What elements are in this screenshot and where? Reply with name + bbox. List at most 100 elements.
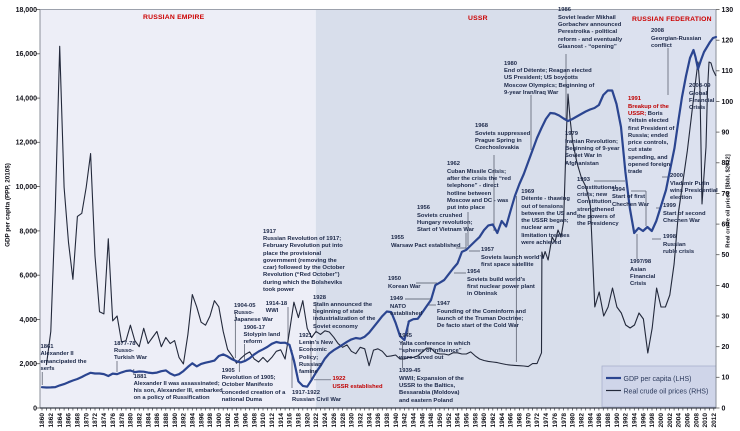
svg-text:120: 120 xyxy=(722,38,734,45)
svg-text:1988: 1988 xyxy=(605,413,612,428)
svg-text:Real crude oil prices [$bbl, $: Real crude oil prices [$bbl, $2012] xyxy=(726,154,732,248)
svg-text:1864: 1864 xyxy=(57,413,64,428)
svg-text:0: 0 xyxy=(722,405,726,412)
svg-text:1940: 1940 xyxy=(393,413,400,428)
svg-text:1980: 1980 xyxy=(570,413,577,428)
svg-text:80: 80 xyxy=(722,160,730,167)
svg-text:1920: 1920 xyxy=(304,413,311,428)
svg-text:1996: 1996 xyxy=(640,413,647,428)
svg-text:1916: 1916 xyxy=(287,413,294,428)
svg-text:1918: 1918 xyxy=(296,413,303,428)
svg-text:1930: 1930 xyxy=(349,413,356,428)
svg-text:1952: 1952 xyxy=(446,413,453,428)
svg-text:1932: 1932 xyxy=(357,413,364,428)
svg-text:1976: 1976 xyxy=(552,413,559,428)
svg-text:10: 10 xyxy=(722,375,730,382)
svg-text:1934: 1934 xyxy=(366,413,373,428)
svg-text:2006: 2006 xyxy=(685,413,692,428)
svg-text:40: 40 xyxy=(722,283,730,290)
svg-text:2008: 2008 xyxy=(693,413,700,428)
svg-text:2012: 2012 xyxy=(711,413,718,428)
svg-text:1908: 1908 xyxy=(251,413,258,428)
svg-text:2,000: 2,000 xyxy=(19,361,37,368)
svg-text:0: 0 xyxy=(33,405,37,412)
svg-text:1972: 1972 xyxy=(534,413,541,428)
svg-text:1870: 1870 xyxy=(83,413,90,428)
svg-text:1872: 1872 xyxy=(92,413,99,428)
svg-text:1924: 1924 xyxy=(322,413,329,428)
svg-text:1992: 1992 xyxy=(623,413,630,428)
svg-text:1984: 1984 xyxy=(587,413,594,428)
svg-text:1926: 1926 xyxy=(331,413,338,428)
svg-text:90: 90 xyxy=(722,130,730,137)
svg-text:1888: 1888 xyxy=(163,413,170,428)
svg-text:1962: 1962 xyxy=(490,413,497,428)
svg-text:6,000: 6,000 xyxy=(19,273,37,280)
svg-text:1886: 1886 xyxy=(154,413,161,428)
svg-text:1938: 1938 xyxy=(384,413,391,428)
svg-text:1906: 1906 xyxy=(243,413,250,428)
svg-text:1874: 1874 xyxy=(101,413,108,428)
svg-text:1978: 1978 xyxy=(561,413,568,428)
svg-text:GDP per capita (LHS): GDP per capita (LHS) xyxy=(624,376,692,383)
svg-text:1902: 1902 xyxy=(225,413,232,428)
svg-text:8,000: 8,000 xyxy=(19,228,37,235)
svg-text:1942: 1942 xyxy=(402,413,409,428)
svg-text:1878: 1878 xyxy=(119,413,126,428)
svg-text:1994: 1994 xyxy=(632,413,639,428)
svg-text:10,000: 10,000 xyxy=(16,184,38,191)
svg-text:1904: 1904 xyxy=(234,413,241,428)
svg-text:12,000: 12,000 xyxy=(16,140,38,147)
svg-text:1922: 1922 xyxy=(313,413,320,428)
svg-text:1898: 1898 xyxy=(207,413,214,428)
svg-text:1868: 1868 xyxy=(75,413,82,428)
svg-text:1964: 1964 xyxy=(499,413,506,428)
svg-text:2000: 2000 xyxy=(658,413,665,428)
svg-text:1944: 1944 xyxy=(411,413,418,428)
svg-text:GDP per capita (PPP, 2010$): GDP per capita (PPP, 2010$) xyxy=(5,163,12,247)
svg-text:1882: 1882 xyxy=(136,413,143,428)
svg-text:18,000: 18,000 xyxy=(16,7,38,14)
svg-text:100: 100 xyxy=(722,99,734,106)
svg-text:1990: 1990 xyxy=(614,413,621,428)
svg-text:1948: 1948 xyxy=(428,413,435,428)
svg-text:1998: 1998 xyxy=(649,413,656,428)
svg-text:Real crude oil prices (RHS): Real crude oil prices (RHS) xyxy=(624,388,709,395)
svg-text:2004: 2004 xyxy=(676,413,683,428)
svg-text:1914: 1914 xyxy=(278,413,285,428)
svg-text:1876: 1876 xyxy=(110,413,117,428)
svg-text:1892: 1892 xyxy=(181,413,188,428)
svg-text:110: 110 xyxy=(722,68,733,75)
svg-text:1884: 1884 xyxy=(145,413,152,428)
svg-text:30: 30 xyxy=(722,313,730,320)
svg-text:1894: 1894 xyxy=(190,413,197,428)
svg-text:70: 70 xyxy=(722,191,730,198)
svg-text:1954: 1954 xyxy=(455,413,462,428)
svg-text:60: 60 xyxy=(722,222,730,229)
svg-text:1966: 1966 xyxy=(508,413,515,428)
svg-text:1862: 1862 xyxy=(48,413,55,428)
svg-text:1912: 1912 xyxy=(269,413,276,428)
svg-text:20: 20 xyxy=(722,344,730,351)
svg-text:2002: 2002 xyxy=(667,413,674,428)
svg-text:1896: 1896 xyxy=(198,413,205,428)
svg-text:1946: 1946 xyxy=(419,413,426,428)
svg-text:16,000: 16,000 xyxy=(16,51,38,58)
svg-text:1960: 1960 xyxy=(481,413,488,428)
svg-text:1936: 1936 xyxy=(375,413,382,428)
svg-text:50: 50 xyxy=(722,252,730,259)
svg-text:1860: 1860 xyxy=(39,413,46,428)
svg-text:14,000: 14,000 xyxy=(16,96,38,103)
svg-text:4,000: 4,000 xyxy=(19,317,37,324)
svg-text:1866: 1866 xyxy=(66,413,73,428)
svg-text:1986: 1986 xyxy=(596,413,603,428)
svg-text:1928: 1928 xyxy=(340,413,347,428)
svg-text:130: 130 xyxy=(722,7,734,14)
svg-text:1968: 1968 xyxy=(517,413,524,428)
svg-text:2010: 2010 xyxy=(702,413,709,428)
svg-text:1910: 1910 xyxy=(260,413,267,428)
svg-text:1974: 1974 xyxy=(543,413,550,428)
svg-text:1970: 1970 xyxy=(525,413,532,428)
svg-text:1900: 1900 xyxy=(216,413,223,428)
svg-text:1890: 1890 xyxy=(172,413,179,428)
